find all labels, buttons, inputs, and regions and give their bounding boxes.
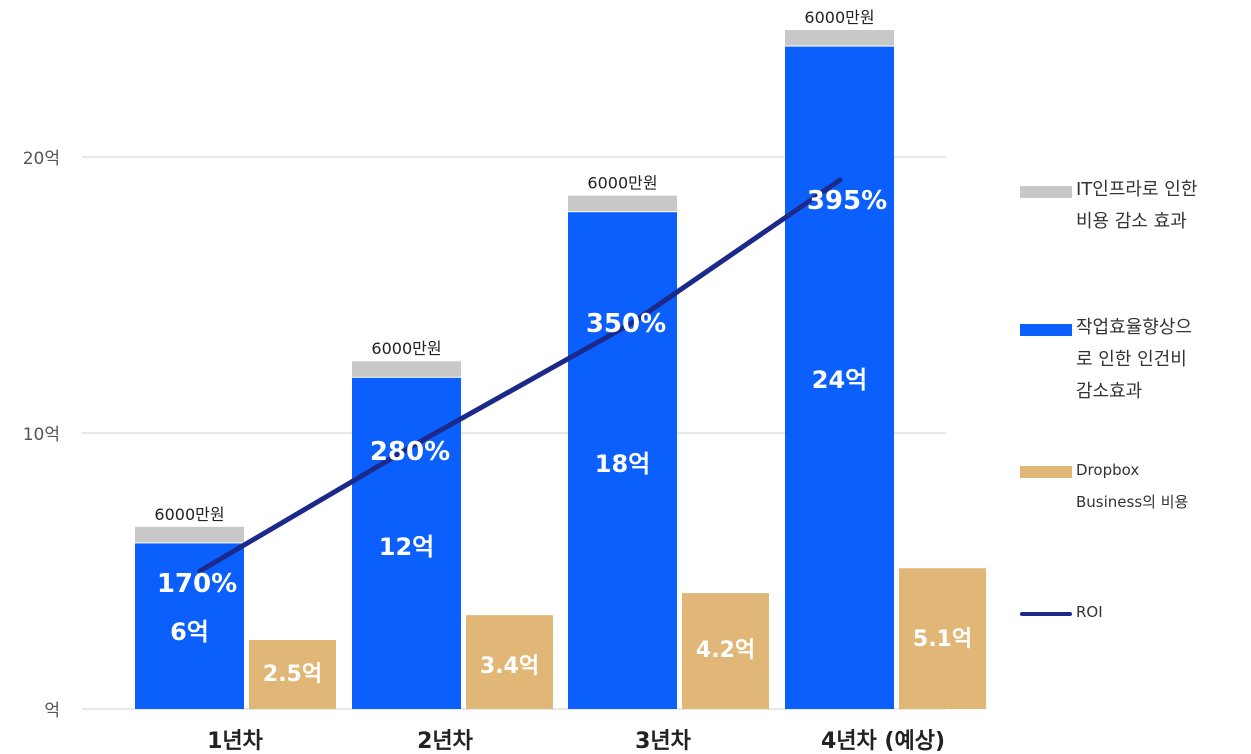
legend-label-efficiency: 작업효율향상으 로 인한 인건비 감소효과 <box>1076 317 1192 402</box>
dropbox-cost-bar-1 <box>249 640 336 709</box>
dropbox-cost-label-3: 4.2억 <box>696 638 755 663</box>
legend-item-it-infra: IT인프라로 인한 비용 감소 효과 <box>1020 179 1236 238</box>
x-category-label-2: 2년차 <box>417 729 474 754</box>
efficiency-label-4: 24억 <box>812 366 867 394</box>
legend-swatch-dropbox-cost <box>1020 466 1072 478</box>
it-infra-bar-4 <box>785 30 894 46</box>
it-infra-label-2: 6000만원 <box>371 339 441 358</box>
legend-swatch-efficiency <box>1020 324 1072 336</box>
it-infra-label-1: 6000만원 <box>154 505 224 524</box>
legend-label-roi: ROI <box>1076 603 1103 621</box>
efficiency-bar-4 <box>785 46 894 710</box>
dropbox-cost-bar-4 <box>899 568 986 709</box>
efficiency-label-3: 18억 <box>595 450 650 478</box>
efficiency-bar-1 <box>135 543 244 709</box>
y-tick-label-0: 억 <box>44 701 60 721</box>
roi-line <box>197 177 843 574</box>
it-infra-label-3: 6000만원 <box>587 174 657 193</box>
legend-swatch-it-infra <box>1020 186 1072 198</box>
legend-label-it-infra: IT인프라로 인한 비용 감소 효과 <box>1076 179 1198 232</box>
y-tick-label-2: 20억 <box>23 149 60 169</box>
it-infra-bar-3 <box>568 195 677 212</box>
efficiency-label-2: 12억 <box>379 533 434 561</box>
x-category-label-4: 4년차 (예상) <box>821 729 945 754</box>
dropbox-cost-bar-2 <box>466 615 553 709</box>
dropbox-cost-label-1: 2.5억 <box>263 662 322 687</box>
legend-item-efficiency: 작업효율향상으 로 인한 인건비 감소효과 <box>1020 317 1236 408</box>
dropbox-cost-bar-3 <box>682 593 769 709</box>
legend-line-roi <box>1020 612 1072 616</box>
roi-label-3: 350% <box>586 309 666 339</box>
it-infra-label-4: 6000만원 <box>804 8 874 27</box>
efficiency-bar-3 <box>568 212 677 709</box>
roi-label-2: 280% <box>370 437 450 467</box>
x-category-label-3: 3년차 <box>635 729 692 754</box>
it-infra-bar-1 <box>135 526 244 543</box>
efficiency-label-1: 6억 <box>170 618 209 646</box>
x-category-label-1: 1년차 <box>207 729 264 754</box>
legend-label-dropbox-cost: Dropbox Business의 비용 <box>1076 461 1189 511</box>
efficiency-bar-2 <box>352 377 461 709</box>
y-tick-label-1: 10억 <box>23 425 60 445</box>
it-infra-bar-2 <box>352 361 461 377</box>
roi-label-4: 395% <box>807 186 887 216</box>
dropbox-cost-label-2: 3.4억 <box>480 654 539 679</box>
dropbox-cost-label-4: 5.1억 <box>913 627 972 652</box>
legend-item-dropbox-cost: Dropbox Business의 비용 <box>1020 460 1236 518</box>
roi-label-1: 170% <box>157 569 237 599</box>
legend-item-roi: ROI <box>1020 602 1236 628</box>
